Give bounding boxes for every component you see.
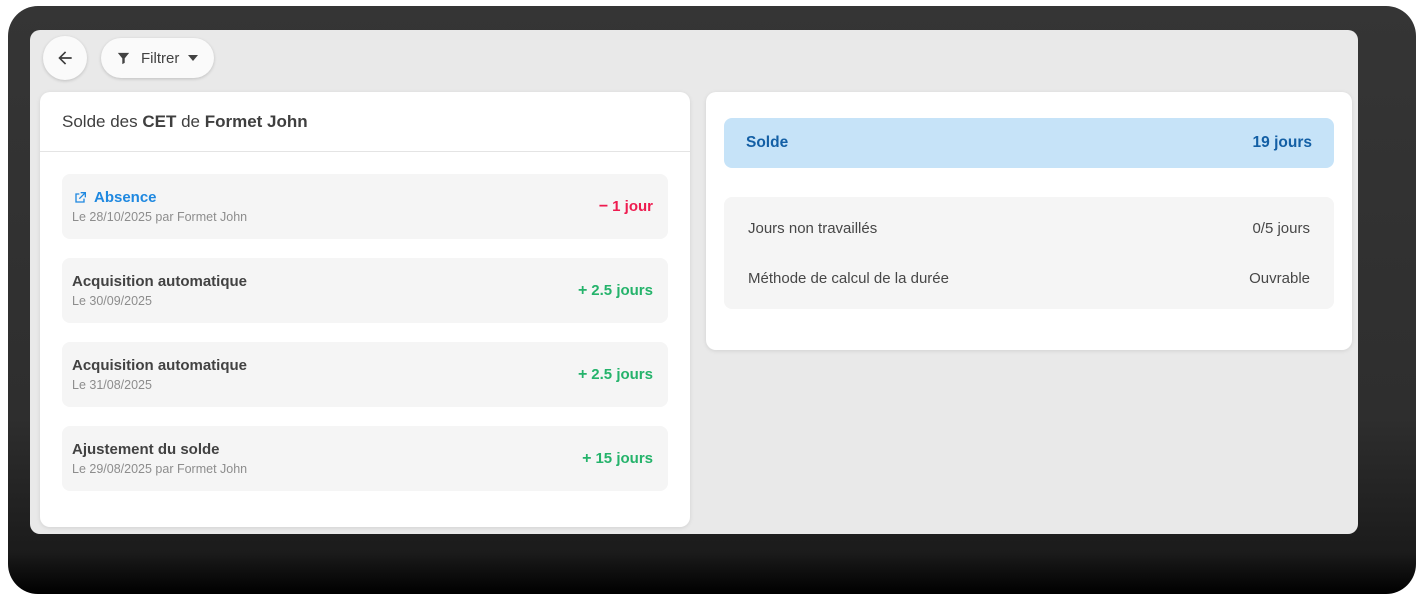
- entry-row-absence: Absence Le 28/10/2025 par Formet John − …: [62, 174, 668, 239]
- detail-label: Méthode de calcul de la durée: [748, 269, 949, 287]
- app-background: Filtrer Solde des CET de Formet John: [30, 30, 1358, 534]
- entry-row-ajustement: Ajustement du solde Le 29/08/2025 par Fo…: [62, 426, 668, 491]
- entries-list: Absence Le 28/10/2025 par Formet John − …: [40, 152, 690, 521]
- toolbar: Filtrer: [30, 30, 1358, 86]
- entry-amount: + 2.5 jours: [578, 282, 653, 300]
- entry-amount-text: 15 jours: [595, 450, 653, 467]
- back-button[interactable]: [43, 36, 87, 80]
- solde-label: Solde: [746, 134, 789, 151]
- entry-title-text: Acquisition automatique: [72, 273, 248, 290]
- filter-funnel-icon: [115, 50, 132, 67]
- entry-subtitle: Le 30/09/2025: [72, 294, 152, 308]
- external-link-icon: [72, 190, 88, 206]
- absence-link[interactable]: Absence: [72, 189, 247, 206]
- filter-button-label: Filtrer: [141, 49, 180, 67]
- page-title: Solde des CET de Formet John: [40, 92, 690, 152]
- summary-card: Solde 19 jours Jours non travaillés 0/5 …: [706, 92, 1352, 350]
- entry-amount: + 15 jours: [582, 450, 653, 468]
- minus-sign: −: [598, 197, 609, 215]
- detail-label: Jours non travaillés: [748, 219, 878, 237]
- solde-value: 19 jours: [1252, 134, 1312, 151]
- detail-value: Ouvrable: [1249, 269, 1310, 287]
- entry-subtitle: Le 31/08/2025: [72, 378, 152, 392]
- summary-details: Jours non travaillés 0/5 jours Méthode d…: [724, 197, 1334, 309]
- entry-amount-text: 2.5 jours: [591, 282, 653, 299]
- entry-title-text: Acquisition automatique: [72, 357, 248, 374]
- entry-row-acquisition-2: Acquisition automatique Le 31/08/2025 + …: [62, 342, 668, 407]
- filter-button[interactable]: Filtrer: [101, 38, 215, 78]
- detail-row-jours-non-travailles: Jours non travaillés 0/5 jours: [748, 207, 1310, 249]
- entry-title-text: Ajustement du solde: [72, 441, 220, 458]
- detail-row-methode-calcul: Méthode de calcul de la durée Ouvrable: [748, 257, 1310, 299]
- cet-balance-card: Solde des CET de Formet John Absence: [40, 92, 690, 527]
- entry-subtitle: Le 28/10/2025 par Formet John: [72, 210, 248, 224]
- plus-sign: +: [582, 449, 592, 467]
- entry-title-text: Absence: [94, 189, 157, 206]
- screenshot-frame: Filtrer Solde des CET de Formet John: [8, 6, 1416, 594]
- entry-row-acquisition-1: Acquisition automatique Le 30/09/2025 + …: [62, 258, 668, 323]
- entry-amount: − 1 jour: [599, 198, 653, 216]
- detail-value: 0/5 jours: [1252, 219, 1310, 237]
- plus-sign: +: [577, 281, 588, 299]
- plus-sign: +: [577, 365, 588, 383]
- entry-amount: + 2.5 jours: [578, 366, 653, 384]
- entry-subtitle: Le 29/08/2025 par Formet John: [72, 462, 248, 476]
- arrow-left-icon: [55, 48, 75, 68]
- chevron-down-icon: [188, 55, 199, 61]
- entry-amount-text: 1 jour: [612, 198, 653, 215]
- entry-amount-text: 2.5 jours: [591, 366, 653, 383]
- solde-banner: Solde 19 jours: [724, 118, 1334, 168]
